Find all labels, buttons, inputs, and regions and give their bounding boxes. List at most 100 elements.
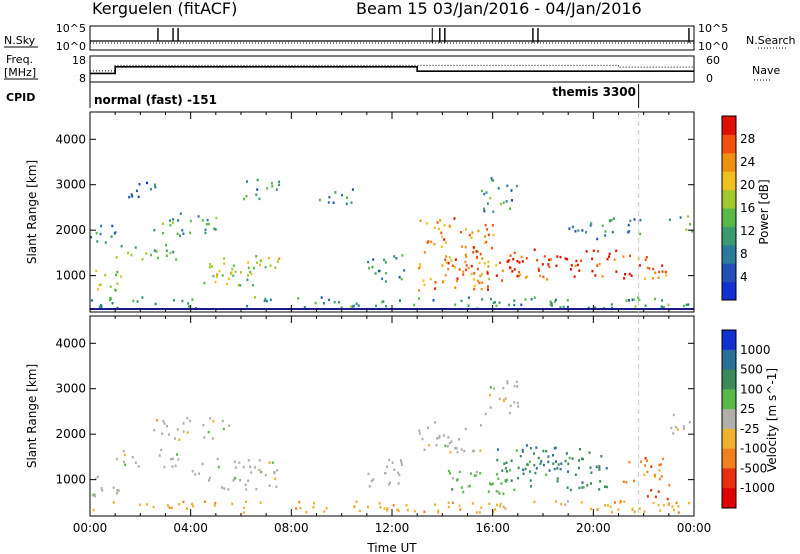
echo-cell — [225, 282, 228, 286]
echo-cell — [98, 283, 101, 287]
echo-cell — [601, 224, 604, 227]
echo-cell — [554, 500, 557, 503]
power-colorbar-swatch — [722, 208, 736, 227]
power-colorbar-swatch — [722, 134, 736, 154]
echo-cell — [604, 230, 607, 233]
echo-cell — [243, 506, 246, 510]
echo-cell — [646, 459, 649, 462]
echo-cell — [595, 465, 598, 468]
echo-cell — [631, 298, 634, 302]
velocity-colorbar-swatch — [722, 330, 736, 351]
y-tick-label: 3000 — [55, 178, 86, 192]
echo-cell — [632, 298, 635, 301]
echo-cell — [504, 397, 507, 400]
echo-cell — [341, 194, 343, 197]
echo-cell — [370, 479, 373, 483]
echo-cell — [253, 296, 256, 299]
x-tick-label: 00:00 — [677, 521, 712, 535]
echo-cell — [546, 278, 549, 281]
echo-cell — [516, 385, 519, 388]
echo-cell — [622, 255, 625, 258]
echo-cell — [485, 240, 488, 244]
echo-cell — [658, 270, 661, 274]
echo-cell — [367, 505, 369, 509]
echo-cell — [646, 266, 649, 270]
echo-cell — [566, 299, 569, 302]
echo-cell — [117, 489, 120, 492]
echo-cell — [222, 427, 225, 431]
echo-cell — [270, 182, 273, 185]
echo-cell — [592, 249, 595, 252]
echo-cell — [170, 458, 173, 461]
velocity-x-ticks: 00:00 04:00 08:00 12:00 16:00 20:00 00:00 — [73, 316, 712, 535]
echo-cell — [232, 274, 235, 277]
echo-cell — [650, 465, 653, 468]
echo-cell — [666, 497, 669, 501]
echo-cell — [479, 274, 482, 278]
echo-cell — [661, 299, 663, 302]
echo-cell — [458, 268, 461, 271]
echo-cell — [153, 249, 156, 252]
echo-cell — [449, 472, 451, 475]
freq-left-tick-bottom: 8 — [79, 72, 86, 85]
cpid-mode-normal: normal (fast) -151 — [94, 93, 217, 107]
echo-cell — [537, 456, 540, 460]
echo-cell — [489, 482, 491, 485]
echo-cell — [526, 463, 529, 466]
echo-cell — [559, 306, 562, 309]
echo-cell — [623, 500, 626, 503]
echo-cell — [486, 228, 489, 231]
echo-cell — [332, 201, 335, 204]
echo-cell — [611, 230, 614, 234]
echo-cell — [497, 490, 500, 494]
echo-cell — [181, 229, 184, 232]
echo-cell — [351, 188, 354, 191]
echo-cell — [113, 232, 116, 235]
echo-cell — [581, 457, 584, 461]
echo-cell — [483, 207, 486, 211]
echo-cell — [599, 480, 602, 483]
echo-cell — [555, 460, 557, 463]
power-colorbar-frame — [721, 115, 737, 301]
echo-cell — [575, 259, 578, 263]
echo-cell — [247, 261, 250, 264]
echo-cell — [216, 275, 218, 279]
echo-cell — [110, 235, 113, 238]
echo-cell — [178, 503, 181, 506]
velocity-colorbar-tick: -25 — [740, 422, 760, 436]
echo-cell — [452, 477, 454, 480]
echo-cell — [484, 223, 487, 227]
echo-cell — [672, 432, 675, 435]
echo-cell — [275, 188, 278, 191]
echo-cell — [471, 231, 474, 234]
echo-cell — [533, 452, 535, 455]
power-colorbar-tick: 8 — [740, 247, 748, 261]
echo-cell — [433, 242, 436, 246]
echo-cell — [505, 480, 508, 483]
echo-cell — [187, 305, 190, 308]
echo-cell — [608, 255, 610, 258]
echo-cell — [135, 189, 138, 193]
echo-cell — [250, 471, 253, 474]
echo-cell — [672, 413, 675, 417]
echo-cell — [98, 305, 101, 308]
echo-cell — [116, 270, 119, 274]
echo-cell — [186, 416, 189, 420]
echo-cell — [218, 269, 221, 273]
echo-cell — [454, 266, 456, 269]
echo-cell — [521, 260, 524, 263]
echo-cell — [617, 508, 620, 511]
echo-cell — [273, 470, 276, 474]
echo-cell — [494, 301, 496, 304]
echo-cell — [100, 224, 103, 228]
echo-cell — [212, 274, 215, 278]
echo-cell — [578, 486, 581, 490]
echo-cell — [486, 270, 489, 274]
echo-cell — [486, 272, 489, 275]
echo-cell — [644, 277, 647, 280]
echo-cell — [154, 186, 157, 189]
echo-cell — [397, 509, 400, 512]
echo-cell — [216, 273, 219, 276]
echo-cell — [172, 218, 175, 221]
